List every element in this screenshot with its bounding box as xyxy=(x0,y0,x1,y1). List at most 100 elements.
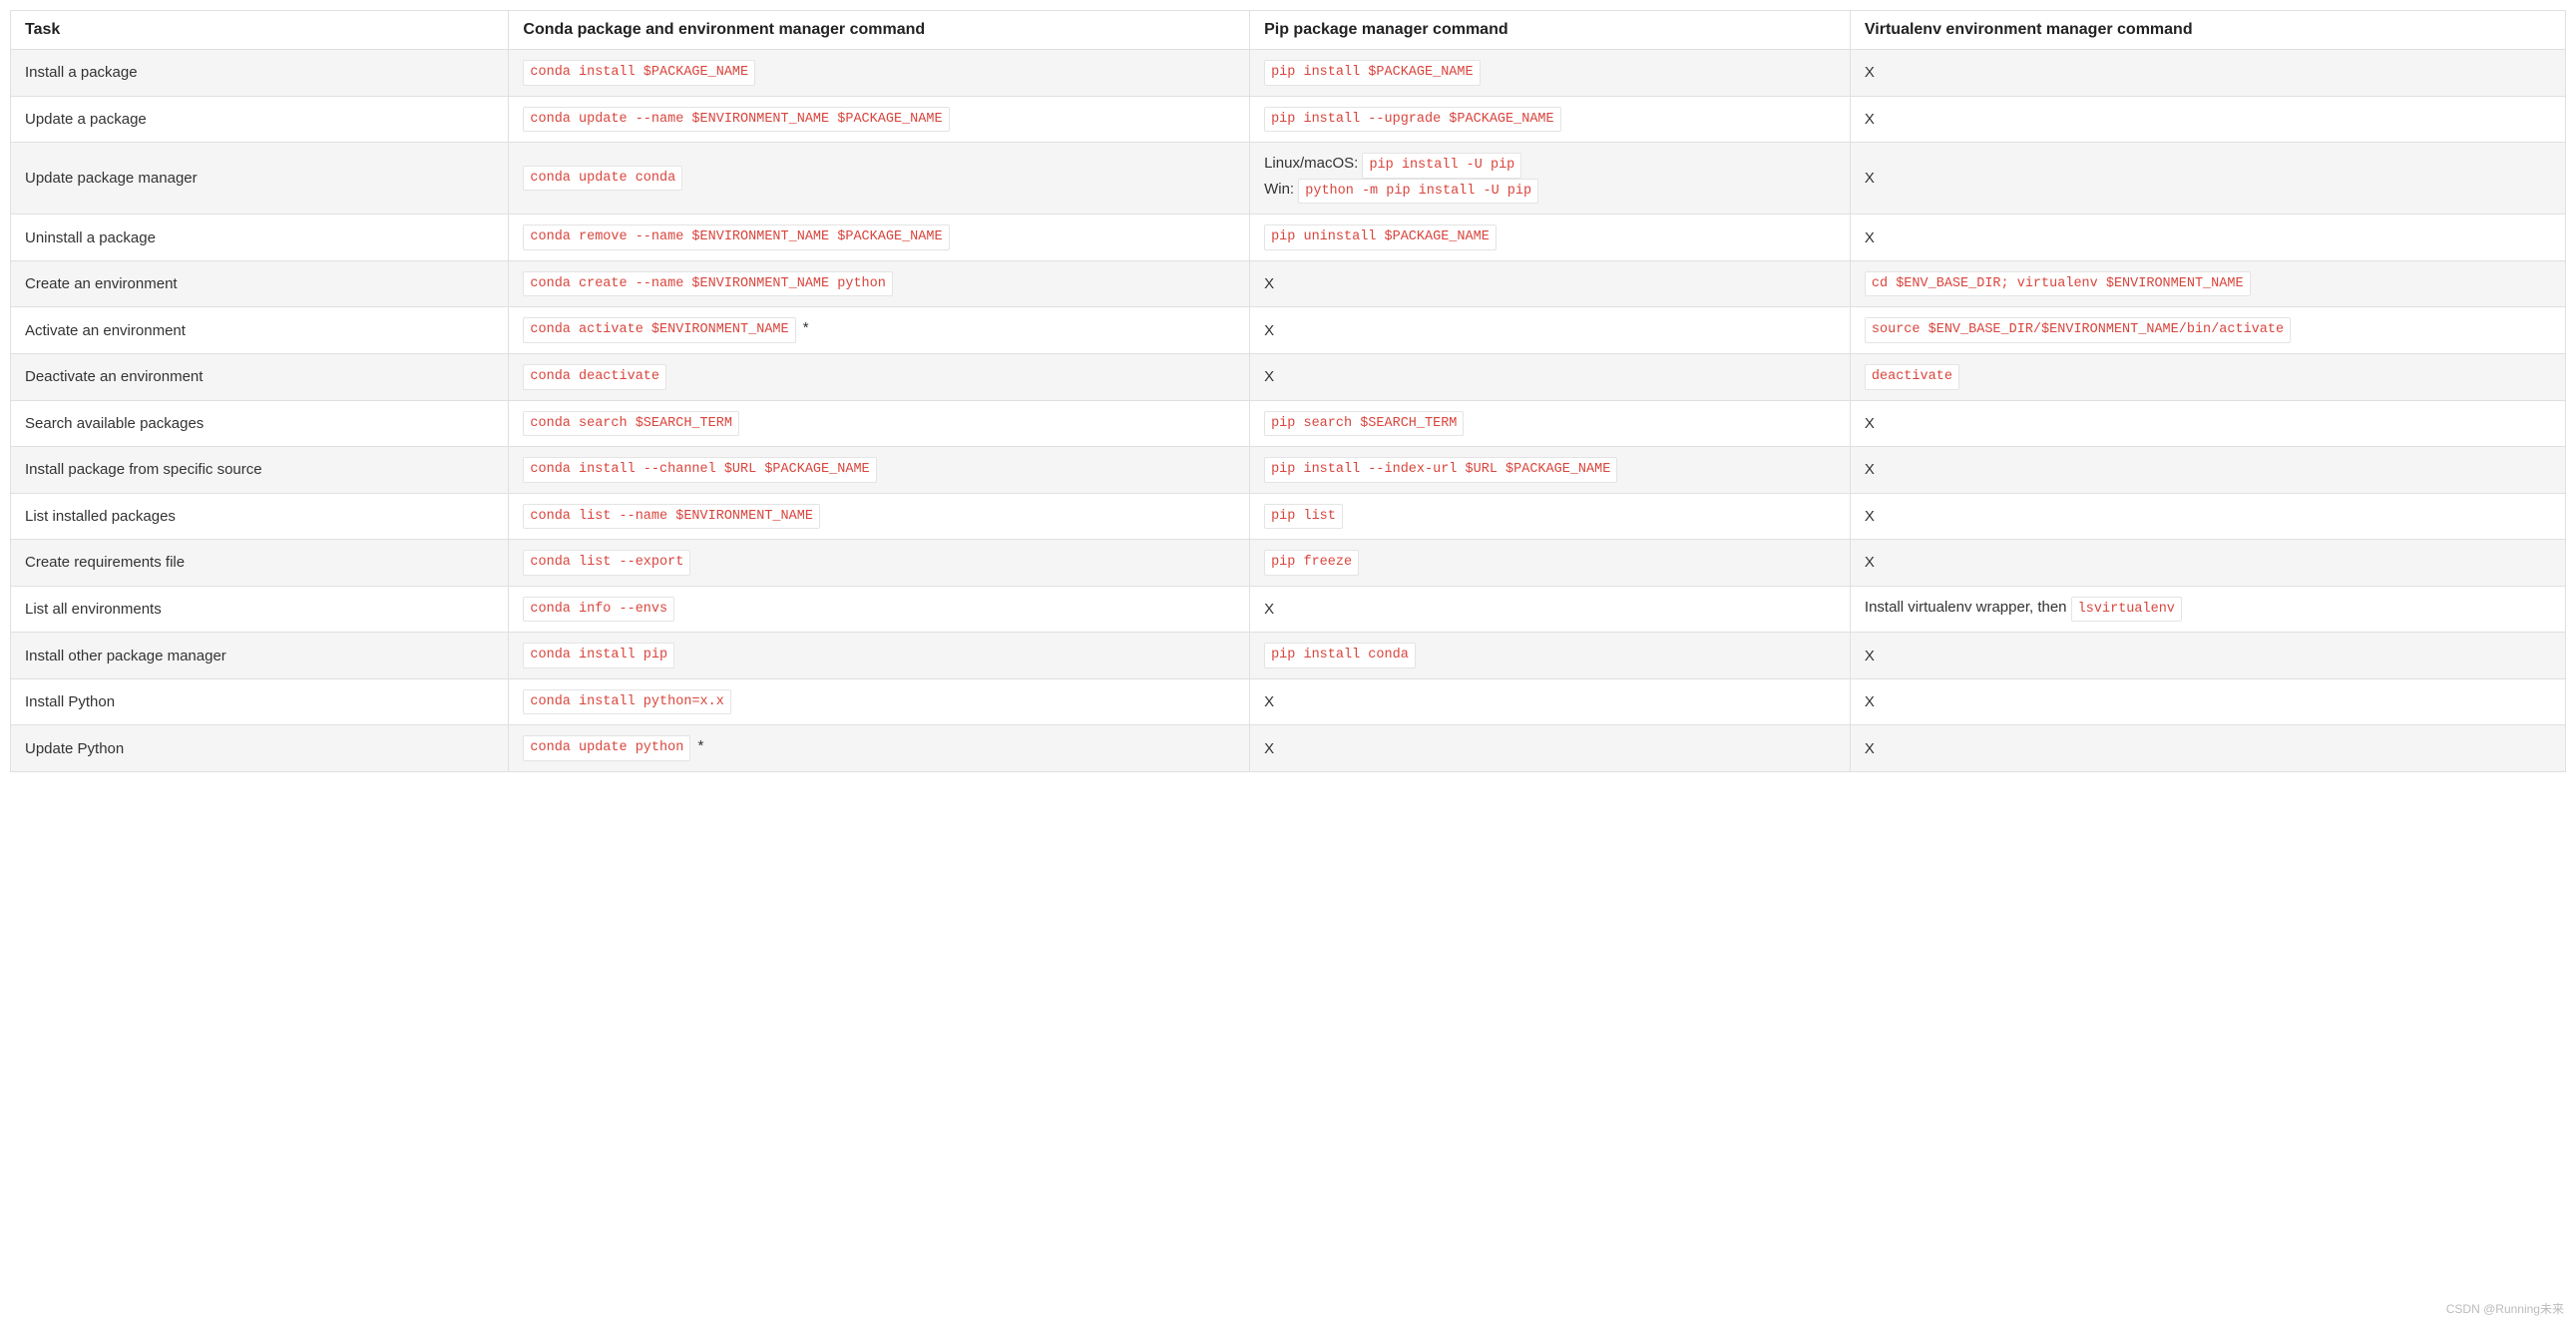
conda-cell: conda create --name $ENVIRONMENT_NAME py… xyxy=(509,260,1250,307)
cell-text: X xyxy=(1865,740,1875,757)
command-code: pip install --upgrade $PACKAGE_NAME xyxy=(1264,107,1561,133)
table-row: List installed packagesconda list --name… xyxy=(11,493,2566,540)
conda-cell: conda list --export xyxy=(509,540,1250,587)
table-row: Update package managerconda update conda… xyxy=(11,143,2566,215)
pip-cell: pip install --index-url $URL $PACKAGE_NA… xyxy=(1250,447,1851,494)
pip-cell: X xyxy=(1250,678,1851,725)
command-code: pip install -U pip xyxy=(1362,153,1521,179)
command-code: pip search $SEARCH_TERM xyxy=(1264,411,1464,437)
cell-text: X xyxy=(1264,601,1274,618)
command-code: conda remove --name $ENVIRONMENT_NAME $P… xyxy=(523,224,949,250)
command-code: pip uninstall $PACKAGE_NAME xyxy=(1264,224,1497,250)
task-cell: Deactivate an environment xyxy=(11,353,509,400)
venv-cell: X xyxy=(1850,96,2565,143)
command-code: lsvirtualenv xyxy=(2071,597,2182,623)
table-row: List all environments conda info --envs X I… xyxy=(11,586,2566,633)
table-row: Search available packages conda search $S… xyxy=(11,400,2566,447)
conda-cell: conda info --envs xyxy=(509,586,1250,633)
command-code: conda update --name $ENVIRONMENT_NAME $P… xyxy=(523,107,949,133)
cell-text: X xyxy=(1865,111,1875,128)
cell-text: X xyxy=(1865,693,1875,710)
table-row: Install a packageconda install $PACKAGE_… xyxy=(11,50,2566,97)
command-code: conda info --envs xyxy=(523,597,674,623)
table-row: Install other package managerconda insta… xyxy=(11,633,2566,679)
cell-text: X xyxy=(1865,461,1875,478)
venv-cell: X xyxy=(1850,400,2565,447)
table-body: Install a packageconda install $PACKAGE_… xyxy=(11,50,2566,772)
venv-cell: deactivate xyxy=(1850,353,2565,400)
cell-text: X xyxy=(1264,322,1274,339)
cell-text: X xyxy=(1865,648,1875,664)
venv-cell: X xyxy=(1850,540,2565,587)
cell-text: X xyxy=(1865,508,1875,525)
task-cell: Search available packages xyxy=(11,400,509,447)
conda-cell: conda update python * xyxy=(509,725,1250,772)
task-cell: Uninstall a package xyxy=(11,215,509,261)
conda-cell: conda install --channel $URL $PACKAGE_NA… xyxy=(509,447,1250,494)
pip-cell: X xyxy=(1250,353,1851,400)
command-code: pip freeze xyxy=(1264,550,1359,576)
command-code: conda update conda xyxy=(523,166,682,192)
task-cell: Update a package xyxy=(11,96,509,143)
conda-cell: conda list --name $ENVIRONMENT_NAME xyxy=(509,493,1250,540)
task-cell: Update Python xyxy=(11,725,509,772)
venv-cell: X xyxy=(1850,215,2565,261)
task-cell: Install package from specific source xyxy=(11,447,509,494)
pip-cell: pip search $SEARCH_TERM xyxy=(1250,400,1851,447)
task-cell: List all environments xyxy=(11,586,509,633)
conda-cell: conda activate $ENVIRONMENT_NAME * xyxy=(509,307,1250,354)
command-code: pip list xyxy=(1264,504,1343,530)
task-cell: List installed packages xyxy=(11,493,509,540)
pip-cell: Linux/macOS: pip install -U pipWin: pyth… xyxy=(1250,143,1851,215)
conda-cell: conda install $PACKAGE_NAME xyxy=(509,50,1250,97)
venv-cell: cd $ENV_BASE_DIR; virtualenv $ENVIRONMEN… xyxy=(1850,260,2565,307)
command-code: conda install $PACKAGE_NAME xyxy=(523,60,755,86)
conda-cell: conda remove --name $ENVIRONMENT_NAME $P… xyxy=(509,215,1250,261)
cell-text: X xyxy=(1865,554,1875,571)
pip-cell: X xyxy=(1250,260,1851,307)
pip-cell: pip freeze xyxy=(1250,540,1851,587)
venv-cell: X xyxy=(1850,143,2565,215)
cell-text: X xyxy=(1865,170,1875,187)
pip-cell: pip list xyxy=(1250,493,1851,540)
table-row: Update a package conda update --name $ENV… xyxy=(11,96,2566,143)
command-code: conda list --export xyxy=(523,550,690,576)
table-row: Create an environmentconda create --name… xyxy=(11,260,2566,307)
cell-text: X xyxy=(1264,693,1274,710)
header-conda: Conda package and environment manager co… xyxy=(509,11,1250,50)
conda-cell: conda update conda xyxy=(509,143,1250,215)
venv-cell: source $ENV_BASE_DIR/$ENVIRONMENT_NAME/b… xyxy=(1850,307,2565,354)
table-header-row: Task Conda package and environment manag… xyxy=(11,11,2566,50)
cell-text: X xyxy=(1264,368,1274,385)
conda-cell: conda install python=x.x xyxy=(509,678,1250,725)
command-code: conda install --channel $URL $PACKAGE_NA… xyxy=(523,457,876,483)
command-code: deactivate xyxy=(1865,364,1959,390)
command-code: conda activate $ENVIRONMENT_NAME xyxy=(523,317,795,343)
conda-cell: conda install pip xyxy=(509,633,1250,679)
pip-cell: pip install conda xyxy=(1250,633,1851,679)
command-code: conda install pip xyxy=(523,643,674,668)
cell-text: X xyxy=(1865,64,1875,81)
footnote-marker: * xyxy=(799,319,809,336)
venv-cell: Install virtualenv wrapper, then lsvirtu… xyxy=(1850,586,2565,633)
cell-text: X xyxy=(1865,415,1875,432)
conda-cell: conda deactivate xyxy=(509,353,1250,400)
command-code: pip install --index-url $URL $PACKAGE_NA… xyxy=(1264,457,1617,483)
command-code: python -m pip install -U pip xyxy=(1298,179,1538,205)
header-venv: Virtualenv environment manager command xyxy=(1850,11,2565,50)
command-code: conda install python=x.x xyxy=(523,689,730,715)
table-row: Install Python conda install python=x.x X X xyxy=(11,678,2566,725)
command-comparison-table: Task Conda package and environment manag… xyxy=(10,10,2566,772)
conda-cell: conda search $SEARCH_TERM xyxy=(509,400,1250,447)
table-row: Deactivate an environment conda deactivat… xyxy=(11,353,2566,400)
table-row: Activate an environmentconda activate $E… xyxy=(11,307,2566,354)
command-code: pip install conda xyxy=(1264,643,1416,668)
pip-cell: X xyxy=(1250,586,1851,633)
task-cell: Install Python xyxy=(11,678,509,725)
command-code: conda deactivate xyxy=(523,364,666,390)
command-code: pip install $PACKAGE_NAME xyxy=(1264,60,1481,86)
command-code: conda search $SEARCH_TERM xyxy=(523,411,739,437)
pip-cell: pip install $PACKAGE_NAME xyxy=(1250,50,1851,97)
venv-cell: X xyxy=(1850,50,2565,97)
conda-cell: conda update --name $ENVIRONMENT_NAME $P… xyxy=(509,96,1250,143)
